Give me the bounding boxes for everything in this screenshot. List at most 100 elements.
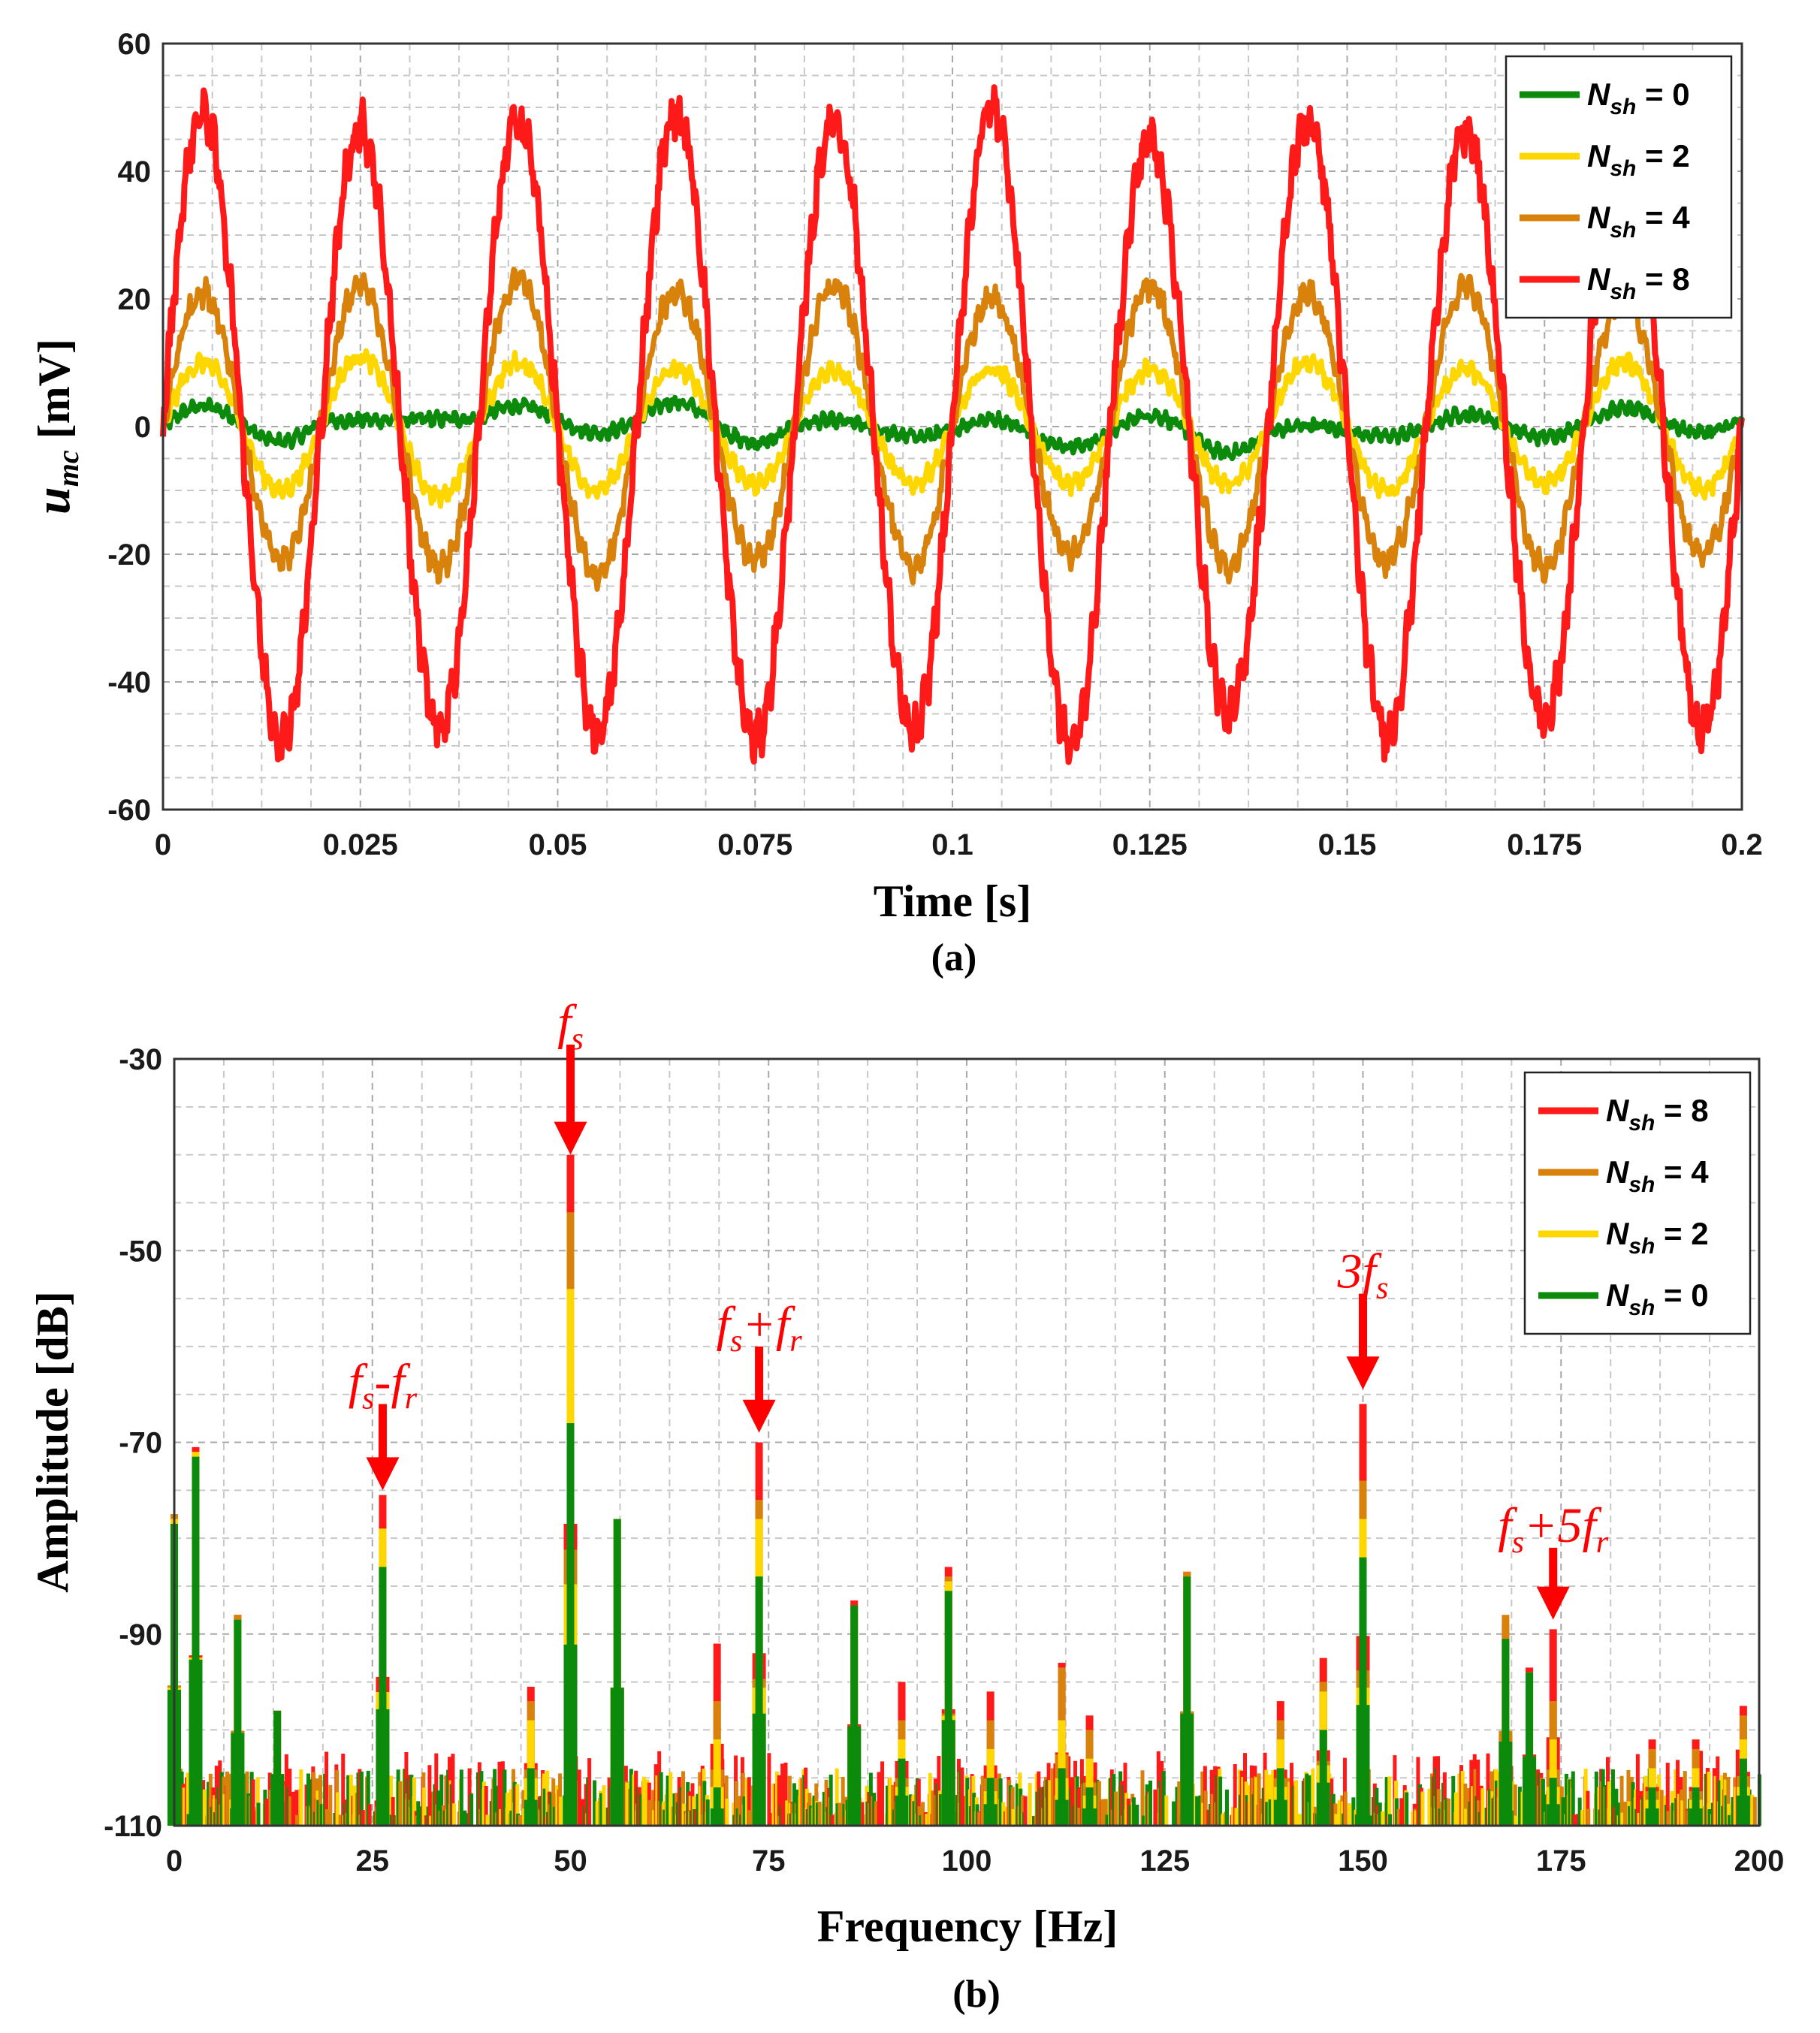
x-tick-label: 175 <box>1536 1844 1586 1878</box>
spectrum-chart: 0 25 50 75 100 125 150 175 200 -110-90-70-50-30 … <box>28 995 1784 2016</box>
annotation-sub: s <box>730 1324 742 1359</box>
x-tick-label: 125 <box>1139 1844 1190 1878</box>
x-tick-label: 100 <box>942 1844 992 1878</box>
spectrum-peak <box>1502 1639 1510 1826</box>
x-tick-label: 0 <box>155 828 171 861</box>
spectrum-peak <box>566 1422 575 1826</box>
legend-label-sub: sh <box>1610 279 1636 304</box>
x-tick-label: 0.15 <box>1318 828 1377 861</box>
y-axis-label-unit: [mV] <box>29 339 79 450</box>
y-tick-label: -70 <box>119 1427 162 1460</box>
spectrum-peak <box>713 1739 721 1826</box>
spectrum-peak-base <box>231 1733 245 1826</box>
annotation-label: fs <box>557 995 584 1057</box>
series-group-b <box>168 1154 1750 1826</box>
legend-label-main: N <box>1587 261 1611 297</box>
y-axis-label-a: umc [mV] <box>26 339 85 514</box>
spectrum-peak <box>1359 1557 1367 1826</box>
legend-entry-label: Nsh = 2 <box>1606 1216 1709 1259</box>
y-tick-label: 60 <box>118 28 152 61</box>
spectrum-peak-base <box>1689 1808 1703 1826</box>
x-tick-labels-b: 0 25 50 75 100 125 150 175 200 <box>166 1844 1785 1878</box>
x-tick-label: 0.025 <box>323 828 398 861</box>
spectrum-peak <box>713 1787 721 1826</box>
legend-label-sub: sh <box>1610 218 1636 243</box>
y-axis-label-b: Amplitude [dB] <box>28 1291 77 1593</box>
annotation-arrow-head <box>1536 1586 1570 1620</box>
x-tick-label: 0.2 <box>1721 828 1763 861</box>
spectrum-peak-base <box>1356 1705 1370 1826</box>
spectrum-peak <box>755 1576 763 1826</box>
spectrum-peak <box>1739 1758 1747 1826</box>
spectrum-peak-base <box>270 1774 285 1826</box>
x-tick-label: 150 <box>1338 1844 1388 1878</box>
spectrum-peak <box>1183 1576 1191 1826</box>
spectrum-series <box>168 1422 1750 1826</box>
legend-label-main: N <box>1587 77 1611 112</box>
annotation-arrow-head <box>554 1121 587 1155</box>
spectrum-peak <box>1526 1672 1534 1826</box>
annotation-main: +f <box>742 1297 795 1352</box>
x-tick-label: 0.125 <box>1112 828 1188 861</box>
legend-label-main: N <box>1606 1277 1630 1313</box>
legend-entry-label: Nsh = 0 <box>1606 1277 1709 1320</box>
legend-label-value: = 8 <box>1636 261 1689 297</box>
x-tick-labels-a: 0 0.025 0.05 0.075 0.1 0.125 0.15 0.175 0.2 <box>155 828 1763 861</box>
annotation-sub: r <box>1596 1525 1609 1560</box>
spectrum-peak-base <box>1499 1742 1513 1826</box>
legend-label-value: = 8 <box>1655 1093 1708 1128</box>
legend-label-main: N <box>1587 200 1611 235</box>
y-tick-label: -40 <box>107 666 151 699</box>
spectrum-peak-base <box>895 1795 909 1826</box>
spectrum-peak-base <box>610 1688 624 1826</box>
legend-label-sub: sh <box>1610 156 1636 181</box>
legend-entry-label: Nsh = 4 <box>1606 1154 1709 1197</box>
legend-entry-label: Nsh = 0 <box>1587 77 1690 119</box>
spectrum-peak-base <box>983 1804 998 1826</box>
x-tick-label: 200 <box>1734 1844 1785 1878</box>
annotation-sub: r <box>405 1381 418 1416</box>
spectrum-peak <box>1276 1768 1284 1826</box>
y-tick-label: -110 <box>104 1810 162 1843</box>
spectrum-peak <box>986 1778 995 1826</box>
spectrum-peak-base <box>941 1720 955 1826</box>
spectrum-peak-base <box>1546 1804 1560 1826</box>
spectrum-peak <box>1058 1768 1066 1826</box>
spectrum-peak <box>379 1567 387 1826</box>
y-axis-label-main: u <box>26 487 80 514</box>
spectrum-peak <box>1085 1787 1094 1826</box>
spectrum-peak <box>898 1758 906 1826</box>
spectrum-peak-base <box>1736 1795 1750 1826</box>
spectrum-peak <box>613 1519 621 1826</box>
x-tick-label: 50 <box>554 1844 587 1878</box>
legend-label-main: N <box>1606 1093 1630 1128</box>
annotation-main: -f <box>374 1354 410 1409</box>
plot-frame-a <box>161 42 1743 811</box>
annotation-label: fs+fr <box>717 1297 803 1359</box>
y-tick-label: -20 <box>107 538 151 572</box>
legend-label-value: = 0 <box>1636 77 1689 112</box>
y-axis-label-sub: mc <box>51 450 85 487</box>
legend-label-main: N <box>1587 138 1611 173</box>
annotation-sub: s <box>362 1381 374 1416</box>
annotation-arrow-head <box>1346 1356 1380 1390</box>
legend-label-value: = 4 <box>1655 1154 1709 1190</box>
spectrum-peak-base <box>1273 1799 1287 1826</box>
legend-label-main: N <box>1606 1216 1630 1251</box>
y-tick-labels-b: -110 -90 -70 -50 -30 <box>104 1043 162 1843</box>
spectrum-peak-base <box>1316 1782 1330 1826</box>
spectrum-peak-base <box>1645 1808 1659 1826</box>
x-axis-label-b: Frequency [Hz] <box>817 1902 1118 1951</box>
x-axis-label-a: Time [s] <box>874 876 1032 926</box>
x-tick-label: 25 <box>356 1844 390 1878</box>
annotation-arrow-head <box>366 1457 400 1491</box>
spectrum-peak-base <box>1055 1799 1069 1826</box>
y-tick-label: -30 <box>119 1043 162 1076</box>
legend-entry-label: Nsh = 2 <box>1587 138 1690 181</box>
spectrum-peak-base <box>524 1799 538 1826</box>
legend-label-value: = 0 <box>1655 1277 1708 1313</box>
spectrum-peak <box>527 1768 535 1826</box>
spectrum-peak <box>944 1591 952 1826</box>
